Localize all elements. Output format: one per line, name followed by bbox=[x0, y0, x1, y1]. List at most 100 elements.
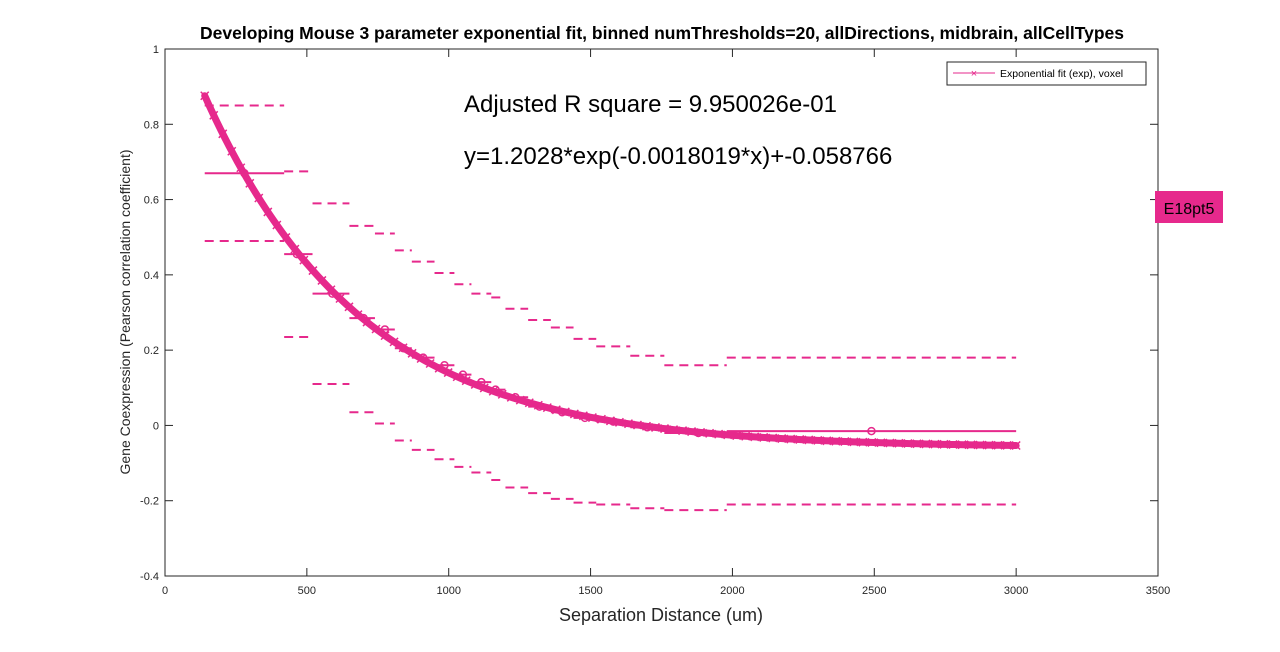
fit-x-marker bbox=[957, 440, 967, 450]
fit-x-marker bbox=[885, 438, 895, 448]
fit-x-marker bbox=[966, 440, 976, 450]
fit-x-marker bbox=[831, 436, 841, 446]
x-tick-label: 1000 bbox=[436, 585, 460, 597]
fit-x-marker bbox=[389, 337, 399, 347]
x-tick-label: 0 bbox=[162, 585, 168, 597]
bin-mean-marker bbox=[359, 313, 368, 323]
x-tick-label: 3500 bbox=[1146, 585, 1170, 597]
fit-x-marker bbox=[497, 389, 507, 399]
fit-x-marker bbox=[903, 438, 913, 449]
y-axis-label: Gene Coexpression (Pearson correlation c… bbox=[117, 149, 133, 474]
age-tag: E18pt5 bbox=[1155, 191, 1223, 223]
bin-mean-marker bbox=[580, 413, 590, 423]
bin-mean-marker bbox=[380, 325, 390, 334]
fit-x-marker bbox=[218, 129, 228, 139]
fit-x-marker bbox=[659, 424, 670, 434]
fit-x-marker bbox=[750, 432, 760, 442]
bin-mean-marker bbox=[867, 426, 876, 436]
fit-x-marker bbox=[813, 435, 823, 445]
bin-mean-marker bbox=[511, 392, 520, 402]
bin-markers bbox=[240, 168, 876, 438]
fit-x-marker bbox=[1011, 440, 1021, 451]
fit-x-marker bbox=[335, 293, 345, 304]
legend-box bbox=[946, 61, 1147, 86]
bin-mean-marker bbox=[609, 417, 618, 426]
fit-x-marker bbox=[281, 232, 291, 242]
fit-x-marker bbox=[380, 331, 390, 341]
fit-x-marker bbox=[290, 244, 300, 254]
bin-mean-marker bbox=[557, 408, 567, 417]
x-tick-label: 1500 bbox=[578, 585, 602, 597]
bin-mean-marker bbox=[399, 344, 408, 353]
x-tick-label: 3000 bbox=[1004, 585, 1028, 597]
bin-mean-marker bbox=[535, 402, 544, 411]
fit-x-marker bbox=[921, 439, 931, 449]
fit-x-marker bbox=[858, 437, 868, 447]
bin-mean-marker bbox=[458, 370, 468, 379]
y-tick-label: 0.6 bbox=[144, 195, 159, 207]
y-tick-label: -0.4 bbox=[140, 571, 159, 583]
fit-x-marker bbox=[299, 255, 309, 265]
fit-x-marker bbox=[948, 439, 958, 450]
age-tag-box bbox=[1155, 191, 1223, 223]
fit-x-marker bbox=[317, 275, 327, 285]
fit-x-marker bbox=[678, 426, 688, 436]
y-tick-label: 0.8 bbox=[144, 119, 159, 131]
fit-x-marker bbox=[227, 146, 237, 156]
fit-x-marker bbox=[371, 324, 381, 334]
fit-x-marker bbox=[515, 395, 525, 405]
y-tick-label: 0.4 bbox=[144, 270, 159, 282]
fit-x-marker bbox=[939, 439, 949, 449]
x-tick-label: 2500 bbox=[862, 585, 886, 597]
fit-x-marker bbox=[849, 437, 859, 447]
fit-x-marker bbox=[795, 434, 805, 445]
fit-x-marker bbox=[975, 440, 985, 450]
fit-x-marker bbox=[876, 438, 886, 448]
fit-x-marker bbox=[344, 302, 354, 312]
y-tick-label: -0.2 bbox=[140, 496, 159, 508]
fit-x-marker bbox=[732, 431, 742, 441]
fit-x-marker bbox=[687, 427, 697, 437]
fit-x-marker bbox=[272, 220, 282, 230]
fit-x-marker bbox=[254, 193, 264, 203]
x-tick-label: 2000 bbox=[720, 585, 744, 597]
x-axis-label: Separation Distance (um) bbox=[559, 605, 763, 625]
fit-x-marker bbox=[542, 403, 552, 413]
fit-x-marker bbox=[669, 425, 679, 435]
fit-x-marker bbox=[984, 440, 994, 450]
fit-x-marker bbox=[407, 348, 417, 358]
fit-x-marker bbox=[894, 438, 904, 448]
fit-x-marker bbox=[777, 434, 787, 444]
x-axis-ticks: 0 500 1000 1500 2000 2500 3000 3500 bbox=[162, 49, 1170, 597]
y-tick-label: 0 bbox=[153, 420, 159, 432]
legend-label: Exponential fit (exp), voxel bbox=[1000, 68, 1123, 80]
fit-x-marker bbox=[488, 386, 498, 396]
r-square-annotation: Adjusted R square = 9.950026e-01 bbox=[464, 91, 837, 118]
bin-mean-marker bbox=[418, 353, 428, 362]
age-tag-label: E18pt5 bbox=[1164, 201, 1215, 218]
fit-equation-annotation: y=1.2028*exp(-0.0018019*x)+-0.058766 bbox=[464, 143, 892, 170]
fit-x-marker bbox=[759, 432, 769, 442]
fit-x-marker bbox=[741, 431, 751, 441]
fit-x-marker bbox=[434, 363, 444, 373]
fit-x-marker bbox=[308, 266, 318, 276]
fit-x-marker bbox=[623, 419, 633, 429]
bin-mean-marker bbox=[240, 168, 249, 178]
legend: × Exponential fit (exp), voxel bbox=[946, 61, 1147, 86]
bin-mean-marker bbox=[440, 360, 449, 370]
fit-x-marker bbox=[425, 358, 435, 369]
fit-x-marker bbox=[705, 428, 715, 438]
fit-x-marker bbox=[867, 437, 877, 447]
fit-x-marker bbox=[912, 439, 922, 449]
legend-x-marker: × bbox=[971, 68, 977, 80]
fit-x-marker bbox=[209, 110, 219, 120]
fit-x-marker bbox=[632, 420, 643, 430]
bin-mean-marker bbox=[328, 289, 337, 298]
fit-x-marker bbox=[822, 436, 832, 446]
fit-x-marker bbox=[263, 207, 273, 217]
fit-x-marker bbox=[362, 317, 372, 327]
bin-mean-marker bbox=[491, 385, 500, 394]
fit-x-marker bbox=[443, 368, 453, 378]
fit-x-marker bbox=[786, 434, 796, 444]
